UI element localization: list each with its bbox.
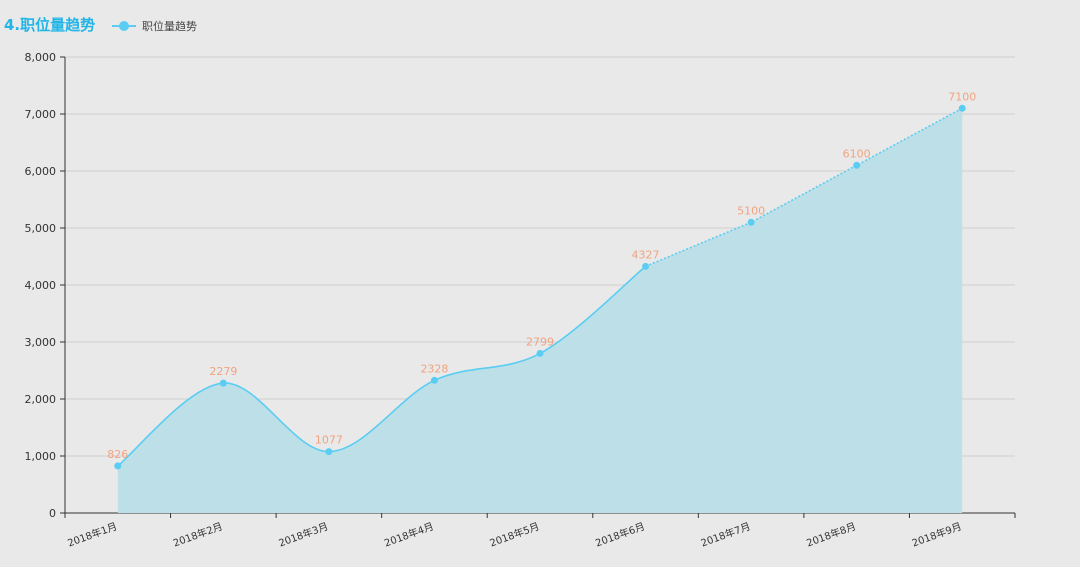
y-tick-label: 8,000 [25,51,57,64]
x-tick-label: 2018年2月 [171,520,224,550]
y-tick-label: 7,000 [25,108,57,121]
series-line-dotted [645,107,963,268]
y-tick-label: 5,000 [25,222,57,235]
y-tick-label: 1,000 [25,450,57,463]
y-tick-label: 2,000 [25,393,57,406]
chart-title: 4.职位量趋势 [4,16,96,34]
x-tick-label: 2018年6月 [593,520,646,550]
data-label: 2279 [209,365,237,378]
data-label: 1077 [315,434,343,447]
data-label: 4327 [632,248,660,261]
data-point [958,104,966,112]
legend[interactable]: 职位量趋势 [112,18,197,34]
x-tick-label: 2018年4月 [382,520,435,550]
x-tick-label: 2018年8月 [805,520,858,550]
data-label: 5100 [737,204,765,217]
data-point [747,218,755,226]
legend-swatch-icon [112,19,136,33]
y-tick-label: 4,000 [25,279,57,292]
data-point [536,349,544,357]
x-tick-label: 2018年3月 [277,520,330,550]
data-label: 6100 [843,147,871,160]
data-point [219,379,227,387]
x-tick-label: 2018年9月 [910,520,963,550]
legend-label: 职位量趋势 [142,20,197,33]
data-label: 2799 [526,335,554,348]
data-point [642,262,650,270]
series-line [117,265,647,467]
y-tick-label: 0 [49,507,56,520]
data-point [430,376,438,384]
data-point [114,462,122,470]
y-tick-label: 6,000 [25,165,57,178]
x-tick-label: 2018年5月 [488,520,541,550]
series-area [117,108,963,514]
data-label: 7100 [948,90,976,103]
data-label: 2328 [420,362,448,375]
data-label: 826 [107,448,128,461]
y-tick-label: 3,000 [25,336,57,349]
x-tick-label: 2018年1月 [66,520,119,550]
data-point [325,448,333,456]
data-point [853,161,861,169]
x-tick-label: 2018年7月 [699,520,752,550]
